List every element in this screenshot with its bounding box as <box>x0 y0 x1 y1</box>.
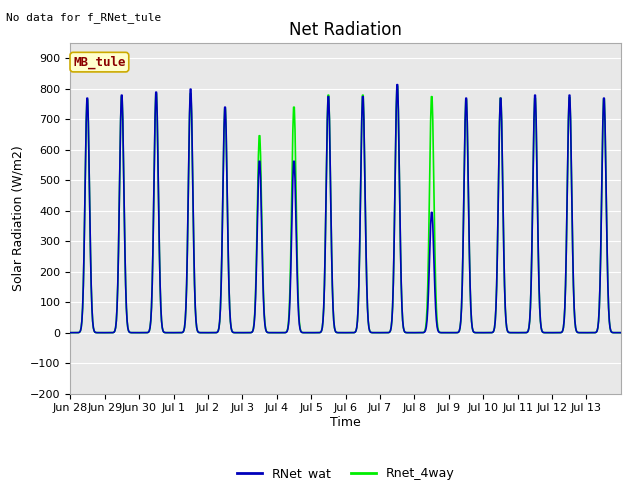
RNet_wat <box>403 330 411 336</box>
RNet_wat <box>617 330 625 336</box>
RNet_wat <box>67 330 74 336</box>
RNet_wat <box>411 330 419 336</box>
Y-axis label: Solar Radiation (W/m2): Solar Radiation (W/m2) <box>12 145 24 291</box>
Line: RNet_wat: RNet_wat <box>70 84 621 333</box>
RNet_wat <box>260 295 268 301</box>
RNet_wat <box>435 329 442 335</box>
RNet_wat <box>280 330 288 336</box>
Rnet_4way <box>260 309 268 315</box>
Text: MB_tule: MB_tule <box>73 56 125 69</box>
RNet_wat <box>232 330 240 336</box>
Rnet_4way <box>394 83 401 89</box>
Rnet_4way <box>232 330 240 336</box>
Title: Net Radiation: Net Radiation <box>289 21 402 39</box>
RNet_wat <box>131 330 139 336</box>
Rnet_4way <box>131 330 139 336</box>
Rnet_4way <box>435 328 442 334</box>
X-axis label: Time: Time <box>330 416 361 429</box>
Rnet_4way <box>239 330 246 336</box>
Line: Rnet_4way: Rnet_4way <box>70 86 621 333</box>
Legend: RNet_wat, Rnet_4way: RNet_wat, Rnet_4way <box>232 462 460 480</box>
Rnet_4way <box>67 330 74 336</box>
Rnet_4way <box>281 330 289 336</box>
Rnet_4way <box>404 330 412 336</box>
RNet_wat <box>394 82 401 87</box>
Rnet_4way <box>617 330 625 336</box>
Text: No data for f_RNet_tule: No data for f_RNet_tule <box>6 12 162 23</box>
